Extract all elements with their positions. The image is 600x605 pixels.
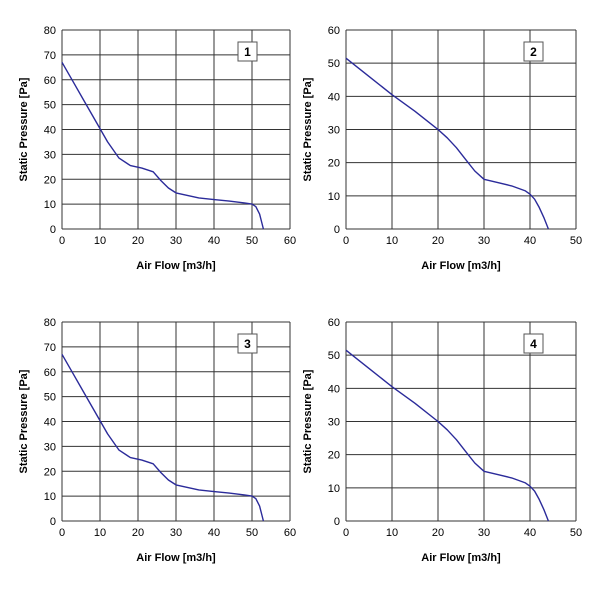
y-axis-title: Static Pressure [Pa] [302,369,314,473]
y-tick-label: 40 [328,383,340,395]
x-tick-label: 20 [432,527,444,539]
y-tick-label: 50 [44,392,56,404]
y-tick-label: 60 [44,367,56,379]
x-tick-label: 60 [284,235,296,247]
panel-label: 3 [244,337,251,351]
x-axis-title: Air Flow [m3/h] [136,260,216,272]
y-tick-label: 30 [328,125,340,137]
x-tick-label: 60 [284,527,296,539]
y-tick-label: 10 [44,491,56,503]
x-tick-label: 0 [59,235,65,247]
y-tick-label: 10 [328,483,340,495]
y-tick-label: 0 [50,224,56,236]
fan-curve-line [61,61,265,230]
y-tick-label: 80 [44,317,56,329]
y-tick-label: 50 [328,350,340,362]
x-axis-title: Air Flow [m3/h] [421,260,501,272]
x-tick-label: 20 [132,235,144,247]
y-tick-label: 30 [44,149,56,161]
x-tick-label: 20 [132,527,144,539]
panel-label: 1 [244,45,251,59]
y-tick-label: 70 [44,50,56,62]
y-axis-title: Static Pressure [Pa] [18,369,30,473]
x-tick-label: 30 [170,527,182,539]
y-axis-title: Static Pressure [Pa] [302,77,314,181]
y-tick-label: 20 [44,466,56,478]
x-tick-label: 0 [343,527,349,539]
y-tick-label: 0 [334,224,340,236]
x-tick-label: 40 [524,527,536,539]
y-tick-label: 10 [44,199,56,211]
x-tick-label: 50 [246,235,258,247]
y-tick-label: 0 [50,516,56,528]
x-tick-label: 0 [59,527,65,539]
y-tick-label: 30 [44,441,56,453]
y-tick-label: 50 [44,100,56,112]
x-tick-label: 10 [94,527,106,539]
x-tick-label: 40 [524,235,536,247]
y-tick-label: 40 [44,417,56,429]
y-tick-label: 20 [328,158,340,170]
panel-label-box [523,333,544,354]
y-axis-title: Static Pressure [Pa] [18,77,30,181]
y-tick-label: 40 [44,125,56,137]
y-tick-label: 20 [44,174,56,186]
x-tick-label: 30 [170,235,182,247]
chart-panel-3: 0 10 20 30 40 50 60 70 80 0 10 20 30 40 50 60 Air Flow [… [18,317,296,564]
y-tick-label: 60 [328,317,340,329]
x-tick-label: 20 [432,235,444,247]
panel-label: 4 [530,337,537,351]
y-tick-label: 20 [328,450,340,462]
x-tick-label: 50 [246,527,258,539]
panel-label: 2 [530,45,537,59]
panel-label-box [237,41,258,62]
y-tick-label: 80 [44,25,56,37]
chart-panel-1: 0 10 20 30 40 50 60 70 80 0 10 20 30 40 50 60 Air Flow [… [18,25,296,272]
x-axis-title: Air Flow [m3/h] [421,552,501,564]
x-tick-label: 10 [386,527,398,539]
x-tick-label: 10 [94,235,106,247]
x-tick-label: 0 [343,235,349,247]
fan-curve-line [61,353,265,522]
x-tick-label: 10 [386,235,398,247]
x-tick-label: 40 [208,235,220,247]
y-tick-label: 40 [328,91,340,103]
y-tick-label: 50 [328,58,340,70]
fan-curve-line [345,57,550,230]
chart-panel-4: 0 10 20 30 40 50 60 0 10 20 30 40 50 Air Flow [m3/h] S… [302,317,582,564]
x-axis-title: Air Flow [m3/h] [136,552,216,564]
x-tick-label: 50 [570,235,582,247]
x-tick-label: 40 [208,527,220,539]
x-tick-label: 50 [570,527,582,539]
x-tick-label: 30 [478,235,490,247]
chart-panel-2: 0 10 20 30 40 50 60 0 10 20 30 40 50 Air Flow [m3/h] S… [302,25,582,272]
panel-label-box [237,333,258,354]
y-tick-label: 0 [334,516,340,528]
y-tick-label: 10 [328,191,340,203]
y-tick-label: 60 [44,75,56,87]
y-tick-label: 60 [328,25,340,37]
y-tick-label: 70 [44,342,56,354]
y-tick-label: 30 [328,417,340,429]
x-tick-label: 30 [478,527,490,539]
fan-curve-line [345,349,550,522]
panel-label-box [523,41,544,62]
